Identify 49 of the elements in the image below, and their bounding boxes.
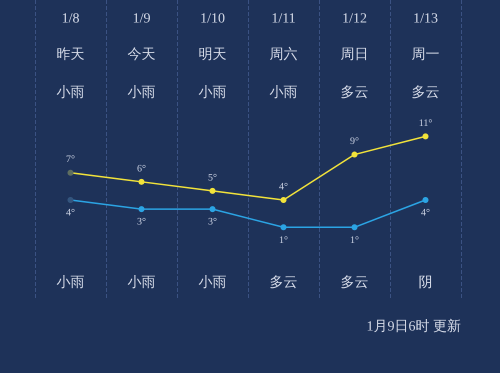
data-label: 4° <box>421 208 430 218</box>
text: 阴 <box>418 276 432 290</box>
text: 明天 <box>198 48 226 62</box>
data-label: 3° <box>208 216 217 228</box>
data-label: 1° <box>350 234 359 246</box>
point <box>138 206 144 212</box>
x-tick-label: 1/11 <box>271 12 296 26</box>
point <box>422 197 428 203</box>
point <box>422 133 428 140</box>
x-tick-label: 1/13 <box>413 12 438 26</box>
data-label: 4° <box>66 208 75 218</box>
text: 昨天 <box>56 46 84 62</box>
text: 周一 <box>412 48 440 62</box>
text: 周日 <box>340 48 368 62</box>
point <box>210 206 216 212</box>
text: 小雨 <box>128 274 156 290</box>
point <box>352 224 358 230</box>
text: 小雨 <box>198 84 226 100</box>
text: 周六 <box>270 46 298 62</box>
data-label: 1° <box>279 234 288 246</box>
text: 多云 <box>412 84 440 100</box>
text: 多云 <box>340 274 368 290</box>
x-tick-label: 1/12 <box>342 12 367 26</box>
text: 1月9日6时 更新 <box>366 318 461 334</box>
text: 多云 <box>270 274 298 290</box>
point <box>68 197 74 203</box>
x-tick-label: 1/8 <box>62 12 80 26</box>
point <box>138 178 144 185</box>
data-label: 5° <box>208 172 217 184</box>
data-label: 9° <box>350 136 359 148</box>
x-tick-label: 1/10 <box>200 12 225 26</box>
data-label: 7° <box>66 154 75 166</box>
point <box>280 224 286 230</box>
text: 多云 <box>340 84 368 100</box>
data-label: 6° <box>137 163 146 174</box>
point <box>352 152 358 158</box>
x-tick-label: 1/9 <box>132 12 150 26</box>
point <box>280 197 286 203</box>
text: 小雨 <box>56 274 84 290</box>
text: 小雨 <box>270 84 298 100</box>
text: 今天 <box>128 46 156 62</box>
data-label: 3° <box>137 216 146 228</box>
data-label: 11° <box>418 118 432 129</box>
point <box>210 188 216 194</box>
text: 小雨 <box>128 84 156 100</box>
text: 小雨 <box>56 84 84 100</box>
text: 小雨 <box>198 274 226 290</box>
data-label: 4° <box>279 182 288 192</box>
point <box>68 170 74 176</box>
